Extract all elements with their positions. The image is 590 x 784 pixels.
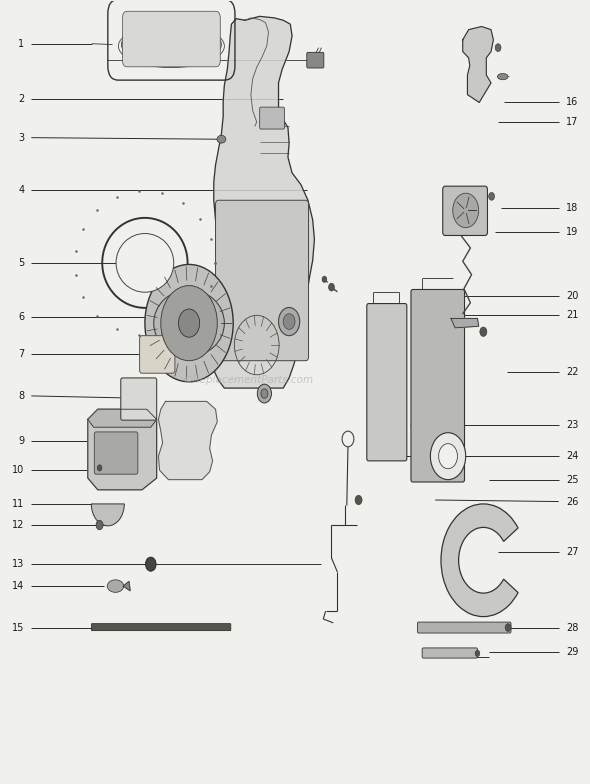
- Circle shape: [145, 264, 233, 382]
- Text: 15: 15: [12, 623, 24, 633]
- Ellipse shape: [107, 580, 124, 593]
- Circle shape: [355, 495, 362, 505]
- Text: ——: ——: [497, 74, 511, 80]
- Text: 28: 28: [566, 623, 578, 633]
- Text: 16: 16: [566, 97, 578, 107]
- Polygon shape: [463, 27, 493, 103]
- Polygon shape: [159, 401, 217, 480]
- Text: 4: 4: [18, 185, 24, 195]
- Text: 11: 11: [12, 499, 24, 509]
- Text: 18: 18: [566, 203, 578, 213]
- FancyBboxPatch shape: [140, 336, 175, 373]
- Circle shape: [495, 44, 501, 52]
- Text: 2: 2: [18, 93, 24, 103]
- Text: 29: 29: [566, 647, 578, 657]
- Circle shape: [261, 389, 268, 398]
- Polygon shape: [451, 318, 478, 328]
- Text: 26: 26: [566, 496, 578, 506]
- Text: 3: 3: [18, 132, 24, 143]
- Circle shape: [480, 327, 487, 336]
- Polygon shape: [88, 409, 157, 490]
- Text: 23: 23: [566, 420, 578, 430]
- Text: 24: 24: [566, 451, 578, 461]
- Circle shape: [178, 309, 199, 337]
- Text: 20: 20: [566, 291, 578, 301]
- Circle shape: [257, 384, 271, 403]
- FancyBboxPatch shape: [215, 200, 309, 361]
- Polygon shape: [88, 409, 157, 427]
- Text: 9: 9: [18, 437, 24, 446]
- FancyBboxPatch shape: [307, 53, 324, 68]
- FancyBboxPatch shape: [367, 303, 407, 461]
- Ellipse shape: [116, 234, 173, 292]
- Text: 6: 6: [18, 312, 24, 322]
- Circle shape: [283, 314, 295, 329]
- Text: 22: 22: [566, 368, 578, 377]
- Circle shape: [329, 283, 335, 291]
- Ellipse shape: [497, 74, 508, 80]
- Text: 10: 10: [12, 465, 24, 475]
- Polygon shape: [211, 16, 314, 388]
- Text: 14: 14: [12, 581, 24, 591]
- Circle shape: [475, 650, 480, 656]
- FancyBboxPatch shape: [418, 622, 511, 633]
- FancyBboxPatch shape: [123, 11, 220, 67]
- Polygon shape: [123, 582, 130, 591]
- Circle shape: [97, 465, 102, 471]
- Circle shape: [505, 623, 511, 631]
- Circle shape: [146, 557, 156, 572]
- Circle shape: [438, 444, 457, 469]
- Circle shape: [161, 285, 217, 361]
- Circle shape: [489, 192, 494, 200]
- FancyBboxPatch shape: [411, 289, 464, 482]
- Circle shape: [453, 193, 478, 227]
- FancyBboxPatch shape: [260, 107, 284, 129]
- Circle shape: [430, 433, 466, 480]
- Circle shape: [96, 521, 103, 530]
- Text: 1: 1: [18, 38, 24, 49]
- Text: ©ReplacementParts.com: ©ReplacementParts.com: [182, 376, 313, 385]
- Text: 27: 27: [566, 547, 578, 557]
- Text: 25: 25: [566, 475, 578, 485]
- FancyBboxPatch shape: [422, 648, 477, 658]
- Wedge shape: [91, 504, 124, 526]
- FancyBboxPatch shape: [121, 378, 157, 420]
- Text: 17: 17: [566, 117, 578, 127]
- Text: 12: 12: [12, 520, 24, 530]
- Circle shape: [322, 276, 327, 282]
- Text: 13: 13: [12, 559, 24, 569]
- Text: 5: 5: [18, 258, 24, 268]
- Text: 19: 19: [566, 227, 578, 237]
- FancyBboxPatch shape: [94, 432, 138, 474]
- Text: 8: 8: [18, 391, 24, 401]
- Ellipse shape: [154, 290, 224, 357]
- Circle shape: [278, 307, 300, 336]
- Text: 21: 21: [566, 310, 578, 321]
- FancyBboxPatch shape: [91, 623, 231, 630]
- Wedge shape: [441, 504, 518, 616]
- Text: 7: 7: [18, 350, 24, 359]
- Ellipse shape: [217, 136, 226, 143]
- FancyBboxPatch shape: [442, 186, 487, 235]
